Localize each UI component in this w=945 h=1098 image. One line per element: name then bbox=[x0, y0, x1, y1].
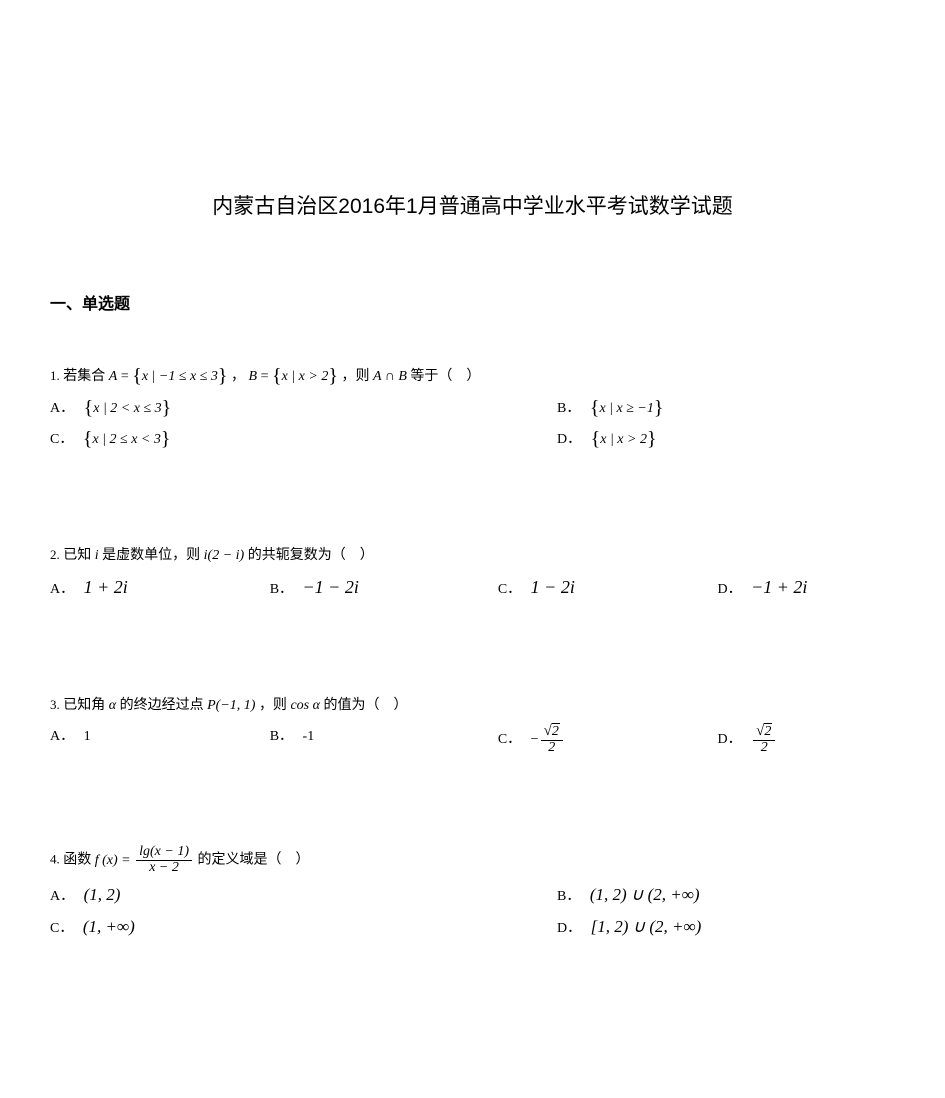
question-2-stem: 2. 已知 i 是虚数单位，则 i(2 − i) 的共轭复数为（ ） bbox=[50, 543, 895, 568]
q3-option-a: A． 1 bbox=[50, 724, 270, 755]
q1-option-d: D． {x | x > 2} bbox=[557, 426, 895, 453]
q1-AnB: A ∩ B bbox=[373, 369, 407, 384]
q2-text-b: 是虚数单位，则 bbox=[102, 548, 204, 563]
q3-text-a: 已知角 bbox=[63, 698, 109, 713]
q1-text-c: 等于（ ） bbox=[410, 369, 480, 384]
q3-text-d: 的值为（ ） bbox=[323, 698, 407, 713]
q2-expr: i(2 − i) bbox=[204, 548, 245, 563]
question-4-stem: 4. 函数 f (x) = lg(x − 1)x − 2 的定义域是（ ） bbox=[50, 845, 895, 875]
q2-text-c: 的共轭复数为（ ） bbox=[248, 548, 374, 563]
question-1: 1. 若集合 A = {x | −1 ≤ x ≤ 3} ， B = {x | x… bbox=[50, 364, 895, 453]
q3-cos: cos α bbox=[290, 698, 320, 713]
q1-text-a: 若集合 bbox=[63, 369, 109, 384]
q2-text-a: 已知 bbox=[63, 548, 95, 563]
q2-number: 2. bbox=[50, 547, 60, 562]
q4-option-c: C． (1, +∞) bbox=[50, 914, 557, 942]
q3-text-c: ，则 bbox=[259, 698, 291, 713]
q4-option-a: A． (1, 2) bbox=[50, 882, 557, 910]
page-title: 内蒙古自治区2016年1月普通高中学业水平考试数学试题 bbox=[50, 190, 895, 220]
q3-alpha1: α bbox=[109, 698, 116, 713]
question-2: 2. 已知 i 是虚数单位，则 i(2 − i) 的共轭复数为（ ） A． 1 … bbox=[50, 543, 895, 603]
question-3: 3. 已知角 α 的终边经过点 P(−1, 1) ，则 cos α 的值为（ ）… bbox=[50, 693, 895, 755]
q1-option-b: B． {x | x ≥ −1} bbox=[557, 395, 895, 422]
q2-option-b: B． −1 − 2i bbox=[270, 574, 498, 603]
q1-option-c: C． {x | 2 ≤ x < 3} bbox=[50, 426, 557, 453]
q1-number: 1. bbox=[50, 368, 60, 383]
q4-option-d: D． [1, 2) ∪ (2, +∞) bbox=[557, 914, 895, 942]
q4-options: A． (1, 2) B． (1, 2) ∪ (2, +∞) C． (1, +∞)… bbox=[50, 882, 895, 942]
q2-option-c: C． 1 − 2i bbox=[498, 574, 718, 603]
q2-i: i bbox=[95, 548, 99, 563]
q1-options: A． {x | 2 < x ≤ 3} B． {x | x ≥ −1} C． {x… bbox=[50, 395, 895, 453]
q4-number: 4. bbox=[50, 852, 60, 867]
q3-text-b: 的终边经过点 bbox=[120, 698, 208, 713]
q3-option-b: B． -1 bbox=[270, 724, 498, 755]
question-3-stem: 3. 已知角 α 的终边经过点 P(−1, 1) ，则 cos α 的值为（ ） bbox=[50, 693, 895, 718]
q3-option-d: D． √22 bbox=[718, 724, 895, 755]
question-1-stem: 1. 若集合 A = {x | −1 ≤ x ≤ 3} ， B = {x | x… bbox=[50, 364, 895, 389]
q2-options: A． 1 + 2i B． −1 − 2i C． 1 − 2i D． −1 + 2… bbox=[50, 574, 895, 603]
q1-text-b: ，则 bbox=[341, 369, 373, 384]
q1-comma1: ， bbox=[231, 369, 245, 384]
section-heading: 一、单选题 bbox=[50, 290, 895, 314]
q1-setA: A = {x | −1 ≤ x ≤ 3} bbox=[109, 369, 228, 384]
q4-option-b: B． (1, 2) ∪ (2, +∞) bbox=[557, 882, 895, 910]
question-4: 4. 函数 f (x) = lg(x − 1)x − 2 的定义域是（ ） A．… bbox=[50, 845, 895, 941]
q4-text-b: 的定义域是（ ） bbox=[198, 853, 310, 868]
q1-option-a: A． {x | 2 < x ≤ 3} bbox=[50, 395, 557, 422]
q3-number: 3. bbox=[50, 697, 60, 712]
q3-options: A． 1 B． -1 C． −√22 D． √22 bbox=[50, 724, 895, 755]
q1-setB: B = {x | x > 2} bbox=[249, 369, 338, 384]
q2-option-a: A． 1 + 2i bbox=[50, 574, 270, 603]
q2-option-d: D． −1 + 2i bbox=[718, 574, 895, 603]
q3-option-c: C． −√22 bbox=[498, 724, 718, 755]
q3-P: P(−1, 1) bbox=[207, 698, 255, 713]
q4-func: f (x) = lg(x − 1)x − 2 bbox=[95, 853, 198, 868]
q4-text-a: 函数 bbox=[63, 853, 95, 868]
